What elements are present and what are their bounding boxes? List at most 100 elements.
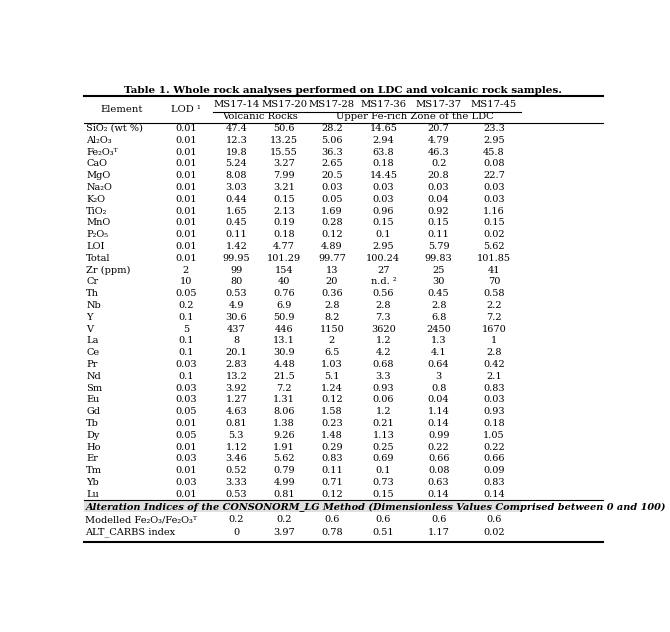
Text: 446: 446 (275, 325, 293, 334)
Text: 30: 30 (432, 277, 445, 286)
Text: 36.3: 36.3 (321, 147, 343, 157)
Text: 2: 2 (329, 336, 335, 345)
Text: 2.13: 2.13 (273, 207, 295, 216)
Text: 1: 1 (491, 336, 497, 345)
Text: Total: Total (86, 254, 111, 263)
Text: 1.38: 1.38 (273, 419, 295, 428)
Text: 0.25: 0.25 (373, 442, 394, 452)
Text: 0.03: 0.03 (373, 195, 394, 204)
Text: 1.17: 1.17 (427, 528, 450, 537)
Text: 3.92: 3.92 (226, 384, 247, 392)
Text: 4.99: 4.99 (273, 478, 295, 487)
Text: ALT_CARBS index: ALT_CARBS index (85, 528, 176, 537)
Text: 0.03: 0.03 (175, 454, 196, 463)
Text: 0.14: 0.14 (427, 490, 450, 499)
Text: Table 1. Whole rock analyses performed on LDC and volcanic rock samples.: Table 1. Whole rock analyses performed o… (125, 85, 562, 95)
Text: 0.14: 0.14 (483, 490, 505, 499)
Text: 0.04: 0.04 (428, 396, 450, 404)
Text: 2.95: 2.95 (373, 242, 394, 251)
Text: Tb: Tb (86, 419, 99, 428)
Text: 0.14: 0.14 (427, 419, 450, 428)
Text: 4.63: 4.63 (226, 407, 247, 416)
Text: 1.91: 1.91 (273, 442, 295, 452)
Text: 1.65: 1.65 (226, 207, 247, 216)
Text: Element: Element (100, 105, 143, 114)
Text: 0.1: 0.1 (178, 336, 194, 345)
Text: 5.3: 5.3 (228, 431, 244, 440)
Text: 6.5: 6.5 (324, 348, 340, 357)
Text: 0.22: 0.22 (427, 442, 450, 452)
Text: 2450: 2450 (426, 325, 451, 334)
Text: 1.58: 1.58 (321, 407, 343, 416)
Text: 70: 70 (488, 277, 500, 286)
Text: 0.45: 0.45 (226, 219, 247, 228)
Text: 4.48: 4.48 (273, 360, 295, 369)
Text: 0.01: 0.01 (175, 254, 196, 263)
Text: 0.06: 0.06 (373, 396, 394, 404)
Text: 0.93: 0.93 (483, 407, 505, 416)
Text: 22.7: 22.7 (483, 171, 505, 180)
Text: 0.68: 0.68 (373, 360, 394, 369)
Text: Zr (ppm): Zr (ppm) (86, 265, 131, 275)
Text: 0.15: 0.15 (373, 219, 394, 228)
Text: 21.5: 21.5 (273, 372, 295, 380)
Text: 14.65: 14.65 (369, 124, 397, 133)
Text: MS17-28: MS17-28 (309, 100, 355, 109)
Text: 0.2: 0.2 (178, 301, 194, 310)
Text: 0.2: 0.2 (277, 515, 292, 524)
Text: 0.01: 0.01 (175, 124, 196, 133)
Text: MS17-14: MS17-14 (213, 100, 259, 109)
Text: MnO: MnO (86, 219, 111, 228)
Text: 1.12: 1.12 (226, 442, 247, 452)
Text: 2.8: 2.8 (431, 301, 446, 310)
Text: 2.95: 2.95 (483, 136, 505, 145)
Text: 0.66: 0.66 (483, 454, 505, 463)
Text: Tm: Tm (86, 466, 103, 475)
Text: 3.3: 3.3 (376, 372, 391, 380)
Text: 0.01: 0.01 (175, 230, 196, 239)
Text: 3: 3 (436, 372, 442, 380)
Text: Nb: Nb (86, 301, 101, 310)
Text: 0.05: 0.05 (175, 289, 196, 298)
Text: 0.53: 0.53 (226, 490, 247, 499)
Text: 8.06: 8.06 (273, 407, 295, 416)
Text: 0.53: 0.53 (226, 289, 247, 298)
Text: 2.8: 2.8 (486, 348, 502, 357)
Text: 0.03: 0.03 (175, 396, 196, 404)
Text: 1670: 1670 (482, 325, 507, 334)
Text: 0.6: 0.6 (431, 515, 446, 524)
Text: 13.25: 13.25 (270, 136, 298, 145)
Text: 1.27: 1.27 (226, 396, 247, 404)
Text: Lu: Lu (86, 490, 99, 499)
Text: 0.6: 0.6 (486, 515, 502, 524)
Text: 1.69: 1.69 (321, 207, 343, 216)
Text: 8.08: 8.08 (226, 171, 247, 180)
Text: 1150: 1150 (320, 325, 344, 334)
Text: 0.45: 0.45 (428, 289, 450, 298)
Text: 15.55: 15.55 (270, 147, 298, 157)
Text: La: La (86, 336, 98, 345)
Text: 0.01: 0.01 (175, 147, 196, 157)
Text: 8: 8 (233, 336, 239, 345)
Text: 45.8: 45.8 (483, 147, 505, 157)
Text: 47.4: 47.4 (226, 124, 247, 133)
Text: 13.1: 13.1 (273, 336, 295, 345)
Text: Eu: Eu (86, 396, 100, 404)
Text: 101.85: 101.85 (477, 254, 511, 263)
Text: 9.26: 9.26 (273, 431, 295, 440)
Text: P₂O₅: P₂O₅ (86, 230, 109, 239)
Text: 5.62: 5.62 (273, 454, 295, 463)
Text: 0.15: 0.15 (483, 219, 505, 228)
Text: 1.13: 1.13 (373, 431, 394, 440)
Text: 0.12: 0.12 (321, 230, 343, 239)
Text: 3.21: 3.21 (273, 183, 295, 192)
Text: 0.99: 0.99 (428, 431, 450, 440)
Text: 0.15: 0.15 (428, 219, 450, 228)
Text: 50.6: 50.6 (273, 124, 295, 133)
Text: 0.1: 0.1 (376, 230, 391, 239)
Text: 99: 99 (230, 265, 243, 274)
Text: 0.04: 0.04 (428, 195, 450, 204)
Text: 0.01: 0.01 (175, 219, 196, 228)
Text: 5.62: 5.62 (483, 242, 505, 251)
Text: 2.2: 2.2 (486, 301, 502, 310)
